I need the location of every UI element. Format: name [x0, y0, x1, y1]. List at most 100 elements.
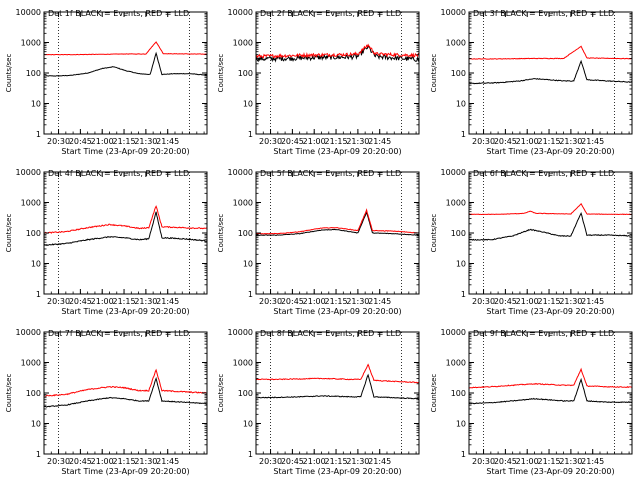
y-axis-label: Counts/sec: [217, 214, 225, 253]
chart-panel-7: Det 7f BLACK = Events, RED = LLD 1 10 100 10…: [5, 328, 208, 476]
y-tick-label: 10000: [16, 168, 41, 177]
y-tick-label: 10: [243, 420, 253, 429]
series-line-events: [468, 377, 633, 405]
y-tick-label: 1000: [21, 359, 41, 368]
y-axis-label: Counts/sec: [217, 54, 225, 93]
plot-frame: [468, 171, 633, 295]
series-line-events: [468, 211, 633, 241]
plot-frame: [255, 11, 420, 135]
x-tick-label: 21:45: [156, 457, 179, 466]
chart-title: Det 4f BLACK = Events, RED = LLD: [48, 169, 189, 178]
x-axis-label: Start Time (23-Apr-09 20:20:00): [486, 467, 614, 476]
x-tick-label: 21:45: [368, 297, 391, 306]
y-tick-label: 10: [31, 260, 41, 269]
y-axis-label: Counts/sec: [5, 214, 13, 253]
series-line-events: [469, 59, 633, 85]
y-tick-label: 10000: [16, 8, 41, 17]
y-tick-label: 1000: [233, 359, 253, 368]
y-tick-label: 1000: [446, 39, 466, 48]
x-tick-label: 20:45: [69, 137, 92, 146]
x-tick-label: 21:00: [516, 137, 539, 146]
chart-panel-1: Det 1f BLACK = Events, RED = LLD 1 10 100 10…: [5, 8, 208, 156]
x-tick-label: 20:30: [259, 297, 282, 306]
y-tick-label: 1000: [446, 199, 466, 208]
x-tick-label: 21:15: [113, 137, 136, 146]
plot-frame: [255, 331, 420, 455]
x-tick-label: 21:15: [538, 457, 561, 466]
x-axis-label: Start Time (23-Apr-09 20:20:00): [273, 147, 401, 156]
x-tick-label: 21:30: [346, 297, 369, 306]
x-tick-label: 20:45: [69, 297, 92, 306]
x-tick-label: 20:30: [259, 137, 282, 146]
x-tick-label: 21:45: [581, 137, 604, 146]
y-tick-label: 10: [243, 260, 253, 269]
y-tick-label: 1000: [446, 359, 466, 368]
chart-title: Det 8f BLACK = Events, RED = LLD: [260, 329, 401, 338]
plot-frame: [43, 331, 208, 455]
x-tick-label: 21:15: [325, 297, 348, 306]
y-tick-label: 1: [248, 450, 253, 459]
x-tick-label: 20:30: [47, 457, 70, 466]
series-line-events: [255, 210, 420, 236]
chart-panel-3: Det 3f BLACK = Events, RED = LLD 1 10 100 10…: [430, 8, 633, 156]
x-tick-label: 20:45: [494, 457, 517, 466]
y-tick-label: 10: [243, 100, 253, 109]
series-line-events: [43, 51, 208, 77]
x-tick-label: 21:15: [113, 457, 136, 466]
y-tick-label: 10000: [441, 8, 466, 17]
chart-title: Det 7f BLACK = Events, RED = LLD: [48, 329, 189, 338]
y-tick-label: 10: [31, 420, 41, 429]
plot-frame: [468, 11, 633, 135]
chart-panel-2: Det 2f BLACK = Events, RED = LLD 1 10 100 10…: [217, 8, 420, 156]
series-line-lld: [43, 368, 208, 397]
chart-title: Det 5f BLACK = Events, RED = LLD: [260, 169, 401, 178]
x-tick-label: 21:45: [156, 137, 179, 146]
plot-frame: [468, 331, 633, 455]
x-tick-label: 20:30: [472, 457, 495, 466]
x-tick-label: 21:30: [134, 297, 157, 306]
y-tick-label: 1000: [21, 39, 41, 48]
x-tick-label: 21:00: [303, 297, 326, 306]
series-line-events: [255, 44, 420, 63]
y-tick-label: 1: [36, 290, 41, 299]
y-tick-label: 10: [31, 100, 41, 109]
x-axis-label: Start Time (23-Apr-09 20:20:00): [486, 307, 614, 316]
x-tick-label: 20:30: [472, 137, 495, 146]
chart-panel-6: Det 6f BLACK = Events, RED = LLD 1 10 100 10…: [430, 168, 633, 316]
y-axis-label: Counts/sec: [5, 374, 13, 413]
x-tick-label: 21:30: [559, 137, 582, 146]
x-tick-label: 21:30: [559, 457, 582, 466]
y-tick-label: 10000: [16, 328, 41, 337]
series-line-events: [43, 376, 208, 408]
x-tick-label: 21:15: [325, 457, 348, 466]
y-tick-label: 10: [456, 420, 466, 429]
y-tick-label: 1: [461, 290, 466, 299]
x-tick-label: 20:45: [281, 297, 304, 306]
x-tick-label: 21:00: [303, 137, 326, 146]
x-tick-label: 20:30: [47, 137, 70, 146]
x-axis-label: Start Time (23-Apr-09 20:20:00): [61, 307, 189, 316]
y-tick-label: 10000: [228, 328, 253, 337]
y-tick-label: 100: [26, 229, 41, 238]
y-tick-label: 100: [238, 229, 253, 238]
x-tick-label: 21:30: [134, 137, 157, 146]
x-tick-label: 21:15: [538, 137, 561, 146]
x-tick-label: 20:45: [494, 297, 517, 306]
y-tick-label: 1: [36, 130, 41, 139]
x-tick-label: 20:30: [47, 297, 70, 306]
series-line-lld: [469, 367, 632, 389]
x-tick-label: 21:30: [346, 137, 369, 146]
y-tick-label: 10000: [441, 168, 466, 177]
y-tick-label: 1000: [21, 199, 41, 208]
x-tick-label: 21:00: [303, 457, 326, 466]
y-axis-label: Counts/sec: [430, 214, 438, 253]
x-tick-label: 21:15: [325, 137, 348, 146]
series-line-lld: [255, 208, 420, 235]
x-tick-label: 21:30: [134, 457, 157, 466]
y-axis-label: Counts/sec: [217, 374, 225, 413]
x-tick-label: 21:00: [516, 297, 539, 306]
x-tick-label: 21:00: [91, 457, 114, 466]
y-tick-label: 1: [248, 290, 253, 299]
series-line-lld: [255, 363, 420, 384]
